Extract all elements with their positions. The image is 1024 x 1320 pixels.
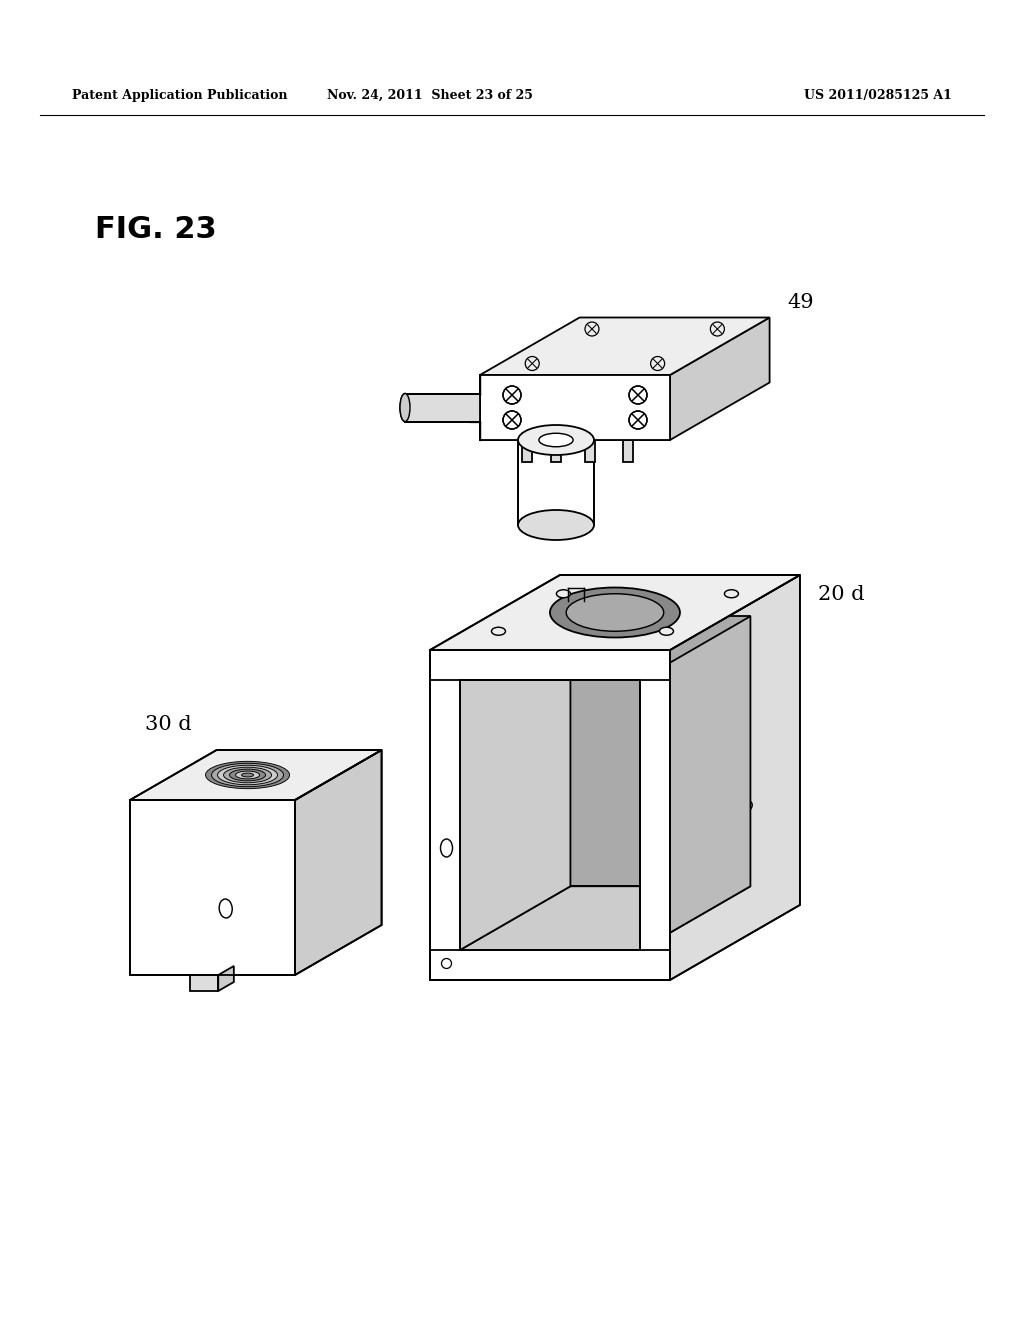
Polygon shape [570, 616, 751, 886]
Polygon shape [518, 440, 594, 525]
Ellipse shape [659, 627, 674, 635]
Polygon shape [460, 886, 751, 950]
Polygon shape [480, 375, 670, 440]
Polygon shape [295, 750, 382, 975]
Polygon shape [640, 616, 751, 950]
Polygon shape [130, 750, 382, 800]
Polygon shape [480, 375, 670, 440]
Ellipse shape [440, 840, 453, 857]
Polygon shape [670, 318, 770, 440]
Polygon shape [406, 393, 480, 421]
Polygon shape [585, 440, 595, 462]
Polygon shape [406, 393, 480, 421]
Ellipse shape [219, 899, 232, 917]
Ellipse shape [217, 766, 278, 785]
Text: Patent Application Publication: Patent Application Publication [72, 88, 288, 102]
Ellipse shape [441, 958, 452, 969]
Ellipse shape [223, 767, 271, 783]
Polygon shape [430, 649, 670, 680]
Ellipse shape [400, 393, 410, 421]
Polygon shape [623, 440, 633, 462]
Polygon shape [430, 576, 800, 649]
Ellipse shape [556, 590, 570, 598]
Ellipse shape [518, 510, 594, 540]
Text: FIG. 23: FIG. 23 [95, 215, 217, 244]
Text: 30 d: 30 d [145, 715, 191, 734]
Ellipse shape [731, 800, 753, 814]
Text: Nov. 24, 2011  Sheet 23 of 25: Nov. 24, 2011 Sheet 23 of 25 [327, 88, 532, 102]
Polygon shape [551, 440, 561, 462]
Text: 49: 49 [787, 293, 814, 312]
Polygon shape [522, 440, 531, 462]
Ellipse shape [539, 433, 573, 446]
Polygon shape [460, 616, 570, 950]
Text: 20 d: 20 d [818, 585, 864, 605]
Ellipse shape [242, 774, 254, 777]
Ellipse shape [229, 770, 265, 781]
Ellipse shape [566, 594, 664, 631]
Ellipse shape [724, 590, 738, 598]
Polygon shape [130, 800, 295, 975]
Ellipse shape [236, 771, 259, 779]
Text: US 2011/0285125 A1: US 2011/0285125 A1 [804, 88, 952, 102]
Polygon shape [670, 576, 800, 979]
Ellipse shape [550, 587, 680, 638]
Polygon shape [430, 649, 670, 979]
Ellipse shape [518, 425, 594, 455]
Ellipse shape [492, 627, 506, 635]
Polygon shape [430, 649, 460, 979]
Polygon shape [480, 318, 770, 375]
Polygon shape [218, 966, 233, 991]
Ellipse shape [212, 763, 284, 787]
Polygon shape [640, 649, 670, 979]
Polygon shape [190, 975, 218, 991]
Ellipse shape [206, 762, 290, 788]
Ellipse shape [400, 393, 410, 421]
Polygon shape [430, 950, 670, 979]
